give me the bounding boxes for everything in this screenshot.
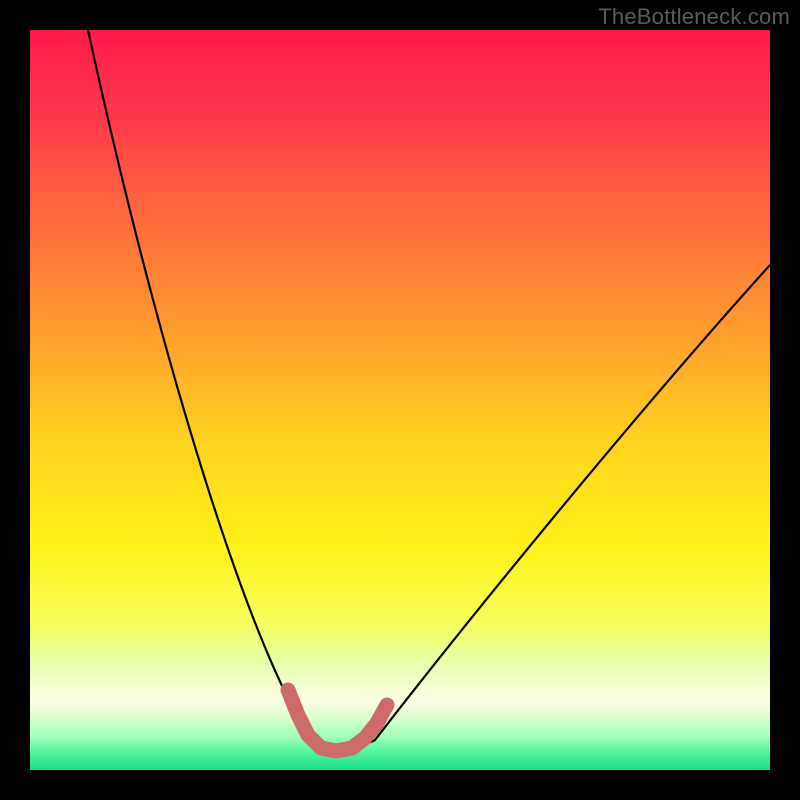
- bottleneck-curve-chart: [0, 0, 800, 800]
- chart-stage: TheBottleneck.com: [0, 0, 800, 800]
- plot-background: [30, 30, 770, 770]
- watermark-label: TheBottleneck.com: [598, 4, 790, 30]
